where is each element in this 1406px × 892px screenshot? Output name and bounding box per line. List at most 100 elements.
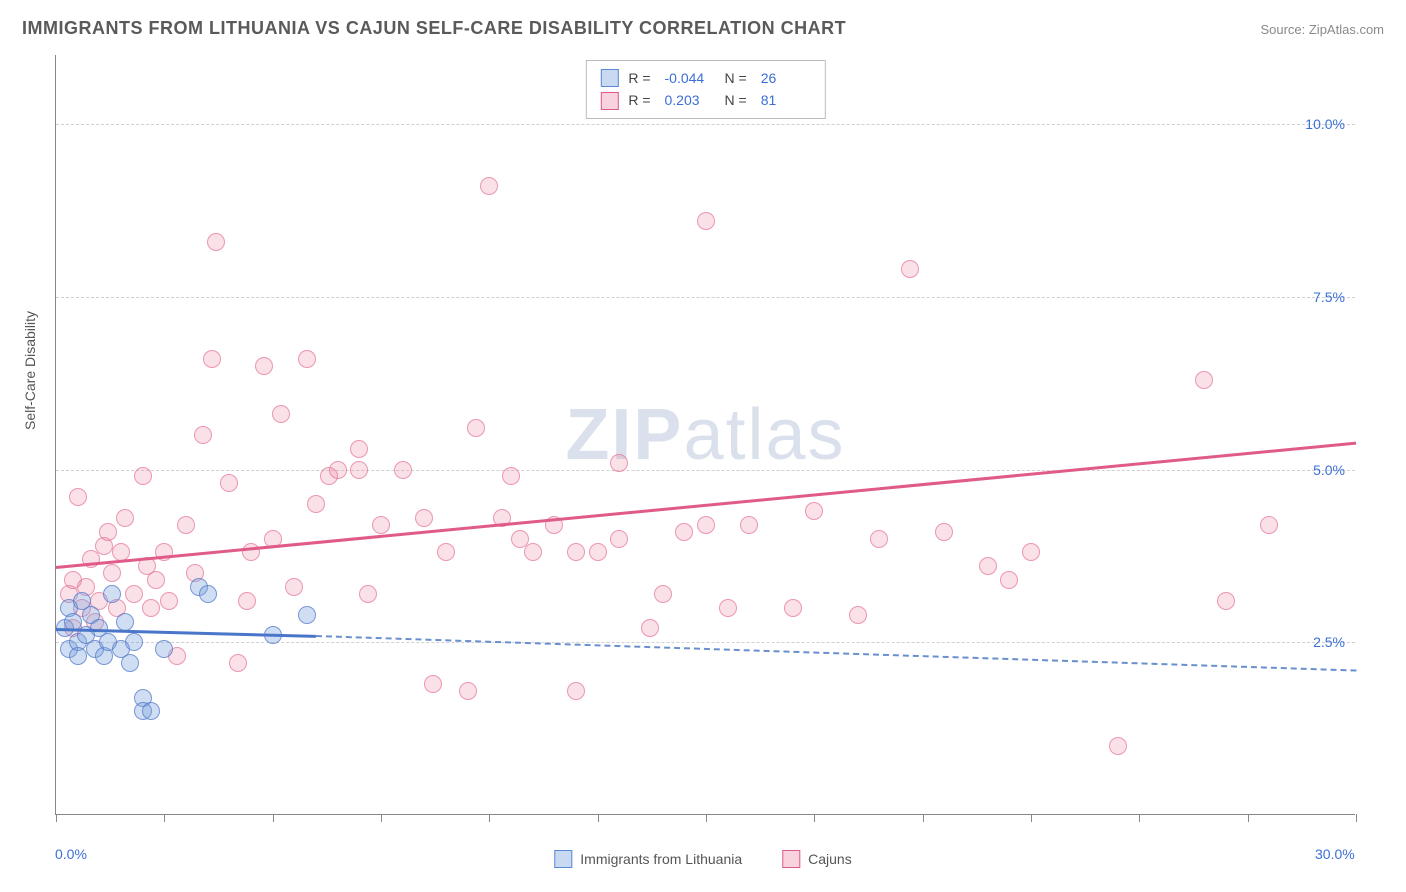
scatter-point-pink	[160, 592, 178, 610]
scatter-point-pink	[255, 357, 273, 375]
scatter-point-pink	[415, 509, 433, 527]
scatter-point-pink	[1260, 516, 1278, 534]
series-legend: Immigrants from Lithuania Cajuns	[554, 850, 851, 868]
gridline	[56, 297, 1355, 298]
scatter-point-pink	[307, 495, 325, 513]
scatter-point-pink	[935, 523, 953, 541]
scatter-point-pink	[103, 564, 121, 582]
x-tick-label: 0.0%	[55, 846, 87, 862]
n-label: N =	[725, 89, 747, 111]
scatter-point-pink	[238, 592, 256, 610]
n-label: N =	[725, 67, 747, 89]
x-tick	[381, 814, 382, 822]
scatter-point-pink	[194, 426, 212, 444]
scatter-point-pink	[203, 350, 221, 368]
swatch-pink-icon	[600, 92, 618, 110]
scatter-point-pink	[1022, 543, 1040, 561]
scatter-point-blue	[125, 633, 143, 651]
scatter-point-blue	[121, 654, 139, 672]
x-tick	[56, 814, 57, 822]
correlation-legend: R = -0.044 N = 26 R = 0.203 N = 81	[585, 60, 825, 119]
scatter-point-pink	[155, 543, 173, 561]
scatter-point-pink	[467, 419, 485, 437]
scatter-point-pink	[870, 530, 888, 548]
trend-line-pink	[56, 442, 1356, 569]
scatter-point-pink	[675, 523, 693, 541]
r-value-blue: -0.044	[665, 67, 715, 89]
scatter-point-pink	[610, 530, 628, 548]
legend-item-pink: Cajuns	[782, 850, 852, 868]
x-tick	[273, 814, 274, 822]
scatter-point-pink	[979, 557, 997, 575]
scatter-point-pink	[372, 516, 390, 534]
scatter-point-pink	[459, 682, 477, 700]
scatter-point-pink	[740, 516, 758, 534]
scatter-point-pink	[437, 543, 455, 561]
scatter-point-pink	[207, 233, 225, 251]
watermark-atlas: atlas	[683, 395, 845, 475]
scatter-point-pink	[502, 467, 520, 485]
y-tick-label: 7.5%	[1313, 289, 1345, 305]
y-tick-label: 5.0%	[1313, 462, 1345, 478]
y-axis-label: Self-Care Disability	[22, 311, 38, 430]
chart-container: IMMIGRANTS FROM LITHUANIA VS CAJUN SELF-…	[0, 0, 1406, 892]
scatter-point-pink	[567, 543, 585, 561]
x-tick	[1139, 814, 1140, 822]
n-value-pink: 81	[761, 89, 811, 111]
scatter-point-pink	[654, 585, 672, 603]
scatter-point-pink	[359, 585, 377, 603]
r-value-pink: 0.203	[665, 89, 715, 111]
scatter-point-pink	[524, 543, 542, 561]
x-tick	[1248, 814, 1249, 822]
scatter-point-pink	[697, 516, 715, 534]
scatter-point-pink	[805, 502, 823, 520]
scatter-point-pink	[641, 619, 659, 637]
legend-row-pink: R = 0.203 N = 81	[600, 89, 810, 111]
scatter-point-pink	[350, 440, 368, 458]
x-tick	[1356, 814, 1357, 822]
scatter-point-pink	[424, 675, 442, 693]
gridline	[56, 642, 1355, 643]
scatter-point-pink	[784, 599, 802, 617]
scatter-point-blue	[103, 585, 121, 603]
scatter-point-pink	[298, 350, 316, 368]
scatter-point-pink	[229, 654, 247, 672]
scatter-point-pink	[177, 516, 195, 534]
r-label: R =	[628, 89, 650, 111]
swatch-pink-icon	[782, 850, 800, 868]
scatter-point-pink	[697, 212, 715, 230]
scatter-point-pink	[99, 523, 117, 541]
scatter-point-pink	[480, 177, 498, 195]
scatter-point-pink	[125, 585, 143, 603]
x-tick	[489, 814, 490, 822]
scatter-point-pink	[1000, 571, 1018, 589]
scatter-point-pink	[901, 260, 919, 278]
scatter-point-blue	[298, 606, 316, 624]
n-value-blue: 26	[761, 67, 811, 89]
trend-line-blue-extrapolated	[316, 635, 1356, 672]
gridline	[56, 470, 1355, 471]
x-tick	[164, 814, 165, 822]
scatter-point-pink	[589, 543, 607, 561]
scatter-point-pink	[350, 461, 368, 479]
r-label: R =	[628, 67, 650, 89]
swatch-blue-icon	[600, 69, 618, 87]
x-tick	[923, 814, 924, 822]
legend-label-blue: Immigrants from Lithuania	[580, 851, 742, 867]
x-tick-label: 30.0%	[1315, 846, 1355, 862]
source-attribution: Source: ZipAtlas.com	[1260, 22, 1384, 37]
scatter-point-pink	[272, 405, 290, 423]
scatter-point-pink	[147, 571, 165, 589]
scatter-point-pink	[1217, 592, 1235, 610]
scatter-point-pink	[69, 488, 87, 506]
scatter-point-pink	[142, 599, 160, 617]
scatter-point-pink	[719, 599, 737, 617]
legend-label-pink: Cajuns	[808, 851, 852, 867]
scatter-point-blue	[155, 640, 173, 658]
x-tick	[706, 814, 707, 822]
scatter-point-pink	[134, 467, 152, 485]
x-tick	[598, 814, 599, 822]
scatter-point-blue	[142, 702, 160, 720]
scatter-point-pink	[220, 474, 238, 492]
scatter-point-pink	[394, 461, 412, 479]
